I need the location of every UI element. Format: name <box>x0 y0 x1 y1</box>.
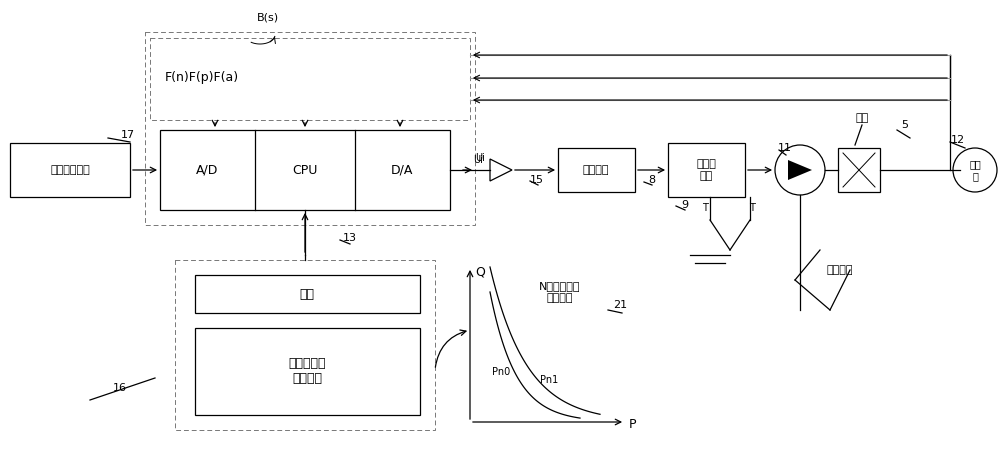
Text: 12: 12 <box>951 135 965 145</box>
Text: 5: 5 <box>902 120 908 130</box>
Text: 17: 17 <box>121 130 135 140</box>
Text: Pn0: Pn0 <box>492 367 510 377</box>
Text: A/D: A/D <box>196 163 218 177</box>
FancyArrowPatch shape <box>435 330 466 367</box>
Text: 21: 21 <box>613 300 627 310</box>
Text: 伺服换
向阀: 伺服换 向阀 <box>696 159 716 181</box>
Text: N档位下功率
限制曲线: N档位下功率 限制曲线 <box>539 281 581 303</box>
Text: Ui: Ui <box>473 155 483 165</box>
Polygon shape <box>788 160 812 180</box>
Text: 档位: 档位 <box>300 287 314 301</box>
Text: 13: 13 <box>343 233 357 243</box>
Text: T: T <box>749 203 755 213</box>
Text: 11: 11 <box>778 143 792 153</box>
Text: P: P <box>629 418 637 430</box>
Text: Ui: Ui <box>475 153 485 163</box>
Text: 15: 15 <box>530 175 544 185</box>
Text: Pn1: Pn1 <box>540 375 558 385</box>
Text: Q: Q <box>475 266 485 278</box>
Text: 发动机预先
设定功率: 发动机预先 设定功率 <box>288 357 326 385</box>
Text: CPU: CPU <box>292 163 318 177</box>
Text: 8: 8 <box>648 175 656 185</box>
Text: 9: 9 <box>681 200 689 210</box>
Text: 角度限位: 角度限位 <box>827 265 853 275</box>
Text: B(s): B(s) <box>257 13 279 23</box>
Text: 负载: 负载 <box>855 113 869 123</box>
Text: 16: 16 <box>113 383 127 393</box>
Text: T: T <box>702 203 708 213</box>
Text: 动力
源: 动力 源 <box>969 159 981 181</box>
Text: 电比例阀: 电比例阀 <box>583 165 609 175</box>
Text: D/A: D/A <box>391 163 413 177</box>
Text: 客户输入装置: 客户输入装置 <box>50 165 90 175</box>
Text: F(n)F(p)F(a): F(n)F(p)F(a) <box>165 71 239 84</box>
